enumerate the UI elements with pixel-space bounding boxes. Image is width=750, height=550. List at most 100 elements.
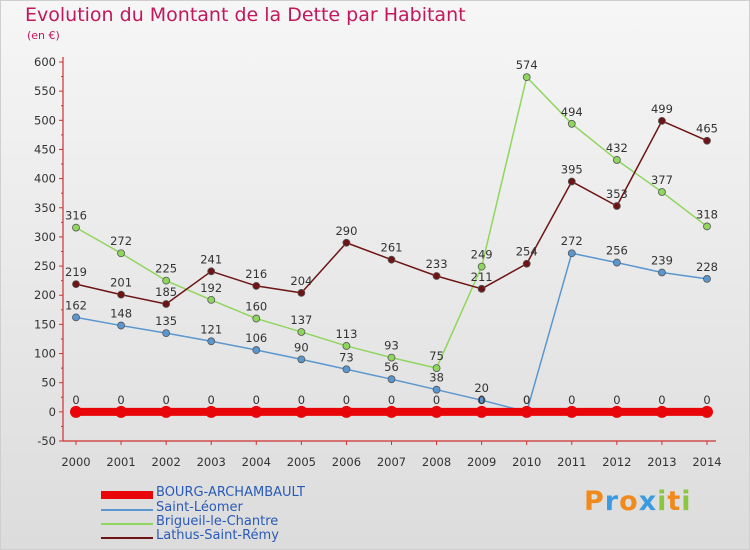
data-label: 0 [433,393,440,407]
data-point [612,156,621,164]
data-label: 0 [658,393,665,407]
data-point [520,405,533,418]
data-point [115,405,128,418]
legend-label: Lathus-Saint-Rémy [156,528,279,543]
data-label: 93 [384,339,399,353]
data-label: 249 [471,248,493,262]
legend-swatch [101,491,153,499]
chart-subtitle: (en €) [27,29,60,42]
data-point [477,262,486,271]
data-point [385,405,398,418]
data-point [703,275,711,283]
x-tick-label: 2001 [106,455,135,469]
data-label: 162 [65,298,87,312]
data-point [430,405,443,418]
data-point [655,405,668,418]
data-point [387,375,396,384]
data-point [475,405,488,418]
data-point [432,272,441,280]
data-point [297,355,306,364]
x-tick-label: 2004 [242,455,271,469]
x-tick-label: 2007 [377,455,406,469]
x-tick-label: 2005 [287,455,316,469]
data-label: 0 [613,393,620,407]
data-label: 0 [523,393,530,407]
legend-swatch [101,523,153,525]
data-label: 225 [155,262,177,276]
data-label: 432 [606,141,628,155]
y-tick-label: 0 [49,405,56,419]
data-label: 56 [384,360,399,374]
y-tick-label: 400 [34,172,56,186]
data-point [432,364,441,373]
data-label: 201 [110,276,132,290]
logo-letter: x [638,486,658,517]
data-point [117,321,125,330]
data-point [252,282,261,290]
proxiti-logo: Proxiti [584,486,692,517]
x-tick-label: 2013 [647,455,676,469]
legend-swatch [101,537,153,539]
data-point [252,346,261,354]
legend-label: BOURG-ARCHAMBAULT [156,485,305,500]
data-point [207,337,216,346]
data-point [70,405,82,418]
logo-letter: o [619,486,639,517]
data-label: 192 [200,281,222,295]
x-tick-label: 2009 [467,455,496,469]
data-point [162,329,171,338]
data-label: 377 [651,173,673,187]
data-point [117,249,125,258]
data-label: 137 [290,313,312,327]
x-tick-label: 2000 [61,455,90,469]
data-label: 219 [65,265,87,279]
data-label: 290 [335,224,357,238]
data-label: 0 [568,393,575,407]
data-label: 38 [429,371,444,385]
y-tick-label: 250 [34,259,56,273]
data-point [297,328,306,336]
logo-letter: P [584,486,605,517]
data-label: 113 [335,327,357,341]
data-point [72,313,80,322]
x-tick-label: 2003 [197,455,226,469]
data-label: 0 [388,393,395,407]
logo-letter: r [604,486,620,517]
data-label: 0 [298,393,305,407]
data-label: 211 [471,270,493,284]
data-point [72,223,80,232]
data-label: 0 [162,393,169,407]
data-point [342,238,351,247]
x-tick-label: 2014 [692,455,721,469]
data-point [387,353,396,362]
data-label: 494 [561,105,583,119]
logo-letter: t [667,486,682,517]
x-tick-label: 2002 [152,455,181,469]
data-label: 73 [339,350,354,364]
data-point [703,222,711,231]
data-label: 0 [253,393,260,407]
data-label: 0 [523,393,530,407]
data-label: 204 [290,274,312,288]
data-point [297,288,306,297]
data-label: 272 [110,234,132,248]
data-point [340,405,353,418]
data-point [432,385,441,394]
data-point [477,396,486,405]
data-point [658,268,666,277]
data-point [522,73,531,82]
data-label: 239 [651,253,673,267]
data-point [658,116,666,125]
data-point [612,202,621,210]
data-point [387,255,396,264]
data-point [162,300,171,308]
data-point [477,284,486,293]
data-label: 106 [245,331,267,345]
data-label: 0 [117,393,124,407]
data-label: 228 [696,260,718,274]
data-point [250,405,263,418]
y-tick-label: 100 [34,347,56,361]
y-tick-label: 550 [34,84,56,98]
data-point [295,405,308,418]
